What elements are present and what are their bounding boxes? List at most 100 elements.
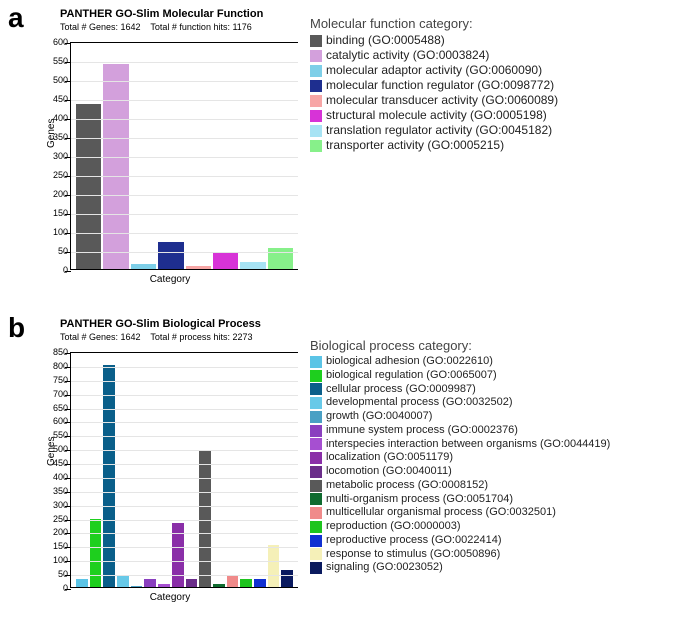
ytick-label: 850 <box>40 347 68 357</box>
ytick-label: 700 <box>40 389 68 399</box>
subtitle-hits-a: Total # function hits: 1176 <box>150 22 251 32</box>
legend-swatch <box>310 562 322 574</box>
subtitle-genes-b: Total # Genes: 1642 <box>60 332 141 342</box>
legend-item: structural molecule activity (GO:0005198… <box>310 108 680 123</box>
legend-swatch <box>310 65 322 77</box>
legend-label: growth (GO:0040007) <box>326 410 432 424</box>
bar <box>103 64 128 269</box>
legend-label: molecular transducer activity (GO:006008… <box>326 93 558 108</box>
ytick-label: 150 <box>40 541 68 551</box>
chart-subtitle-a: Total # Genes: 1642 Total # function hit… <box>60 22 300 32</box>
bar <box>158 584 170 587</box>
ytick-label: 50 <box>40 569 68 579</box>
gridline <box>71 478 298 479</box>
legend-swatch <box>310 535 322 547</box>
bar <box>199 450 211 587</box>
subtitle-genes-a: Total # Genes: 1642 <box>60 22 141 32</box>
legend-swatch <box>310 480 322 492</box>
gridline <box>71 138 298 139</box>
bar <box>254 579 266 587</box>
gridline <box>71 506 298 507</box>
gridline <box>71 450 298 451</box>
ytick-label: 600 <box>40 37 68 47</box>
legend-item: reproductive process (GO:0022414) <box>310 534 680 548</box>
gridline <box>71 367 298 368</box>
chart-subtitle-b: Total # Genes: 1642 Total # process hits… <box>60 332 300 342</box>
ytick-label: 600 <box>40 416 68 426</box>
bar <box>117 576 129 587</box>
bar <box>240 262 265 269</box>
panel-b: b PANTHER GO-Slim Biological Process Tot… <box>0 310 685 620</box>
ytick-label: 550 <box>40 430 68 440</box>
legend-title-a: Molecular function category: <box>310 16 680 31</box>
legend-item: catalytic activity (GO:0003824) <box>310 48 680 63</box>
ytick-label: 350 <box>40 486 68 496</box>
xlabel-b: Category <box>150 592 191 603</box>
gridline <box>71 195 298 196</box>
chart-area-b: PANTHER GO-Slim Biological Process Total… <box>40 318 300 612</box>
ytick-label: 0 <box>40 583 68 593</box>
legend-label: cellular process (GO:0009987) <box>326 383 476 397</box>
plot-b <box>70 352 298 588</box>
legend-item: growth (GO:0040007) <box>310 410 680 424</box>
legend-swatch <box>310 370 322 382</box>
legend-label: translation regulator activity (GO:00451… <box>326 123 552 138</box>
bar <box>186 579 198 587</box>
legend-swatch <box>310 397 322 409</box>
legend-a: Molecular function category: binding (GO… <box>310 16 680 153</box>
legend-item: molecular transducer activity (GO:006008… <box>310 93 680 108</box>
legend-item: transporter activity (GO:0005215) <box>310 138 680 153</box>
ytick-label: 250 <box>40 170 68 180</box>
legend-item: reproduction (GO:0000003) <box>310 520 680 534</box>
ytick-label: 750 <box>40 375 68 385</box>
chart-title-a: PANTHER GO-Slim Molecular Function <box>60 8 300 20</box>
bars-container-b <box>71 353 298 587</box>
plot-a <box>70 42 298 270</box>
legend-label: localization (GO:0051179) <box>326 451 453 465</box>
legend-swatch <box>310 507 322 519</box>
legend-item: translation regulator activity (GO:00451… <box>310 123 680 138</box>
gridline <box>71 422 298 423</box>
gridline <box>71 100 298 101</box>
panel-a: a PANTHER GO-Slim Molecular Function Tot… <box>0 0 685 310</box>
legend-item: developmental process (GO:0032502) <box>310 396 680 410</box>
bar <box>103 365 115 587</box>
legend-label: immune system process (GO:0002376) <box>326 424 518 438</box>
legend-label: metabolic process (GO:0008152) <box>326 479 488 493</box>
bar <box>240 579 252 587</box>
legend-swatch <box>310 452 322 464</box>
legend-swatch <box>310 35 322 47</box>
ytick-label: 550 <box>40 56 68 66</box>
legend-swatch <box>310 411 322 423</box>
gridline <box>71 119 298 120</box>
gridline <box>71 395 298 396</box>
bar <box>227 576 239 587</box>
gridline <box>71 81 298 82</box>
legend-label: developmental process (GO:0032502) <box>326 396 513 410</box>
legend-swatch <box>310 140 322 152</box>
legend-label: reproduction (GO:0000003) <box>326 520 461 534</box>
gridline <box>71 520 298 521</box>
gridline <box>71 575 298 576</box>
legend-label: signaling (GO:0023052) <box>326 561 443 575</box>
legend-title-b: Biological process category: <box>310 338 680 353</box>
gridline <box>71 409 298 410</box>
legend-item: cellular process (GO:0009987) <box>310 383 680 397</box>
ytick-label: 300 <box>40 151 68 161</box>
legend-item: binding (GO:0005488) <box>310 33 680 48</box>
legend-label: catalytic activity (GO:0003824) <box>326 48 489 63</box>
bar <box>213 252 238 269</box>
bars-container-a <box>71 43 298 269</box>
legend-label: biological adhesion (GO:0022610) <box>326 355 493 369</box>
legend-label: multi-organism process (GO:0051704) <box>326 493 513 507</box>
gridline <box>71 561 298 562</box>
ytick-label: 0 <box>40 265 68 275</box>
legend-item: molecular adaptor activity (GO:0060090) <box>310 63 680 78</box>
bar <box>158 242 183 269</box>
ytick-label: 200 <box>40 189 68 199</box>
legend-item: multicellular organismal process (GO:003… <box>310 506 680 520</box>
bar <box>213 584 225 587</box>
legend-item: multi-organism process (GO:0051704) <box>310 493 680 507</box>
chart-area-a: PANTHER GO-Slim Molecular Function Total… <box>40 8 300 302</box>
ytick-label: 800 <box>40 361 68 371</box>
